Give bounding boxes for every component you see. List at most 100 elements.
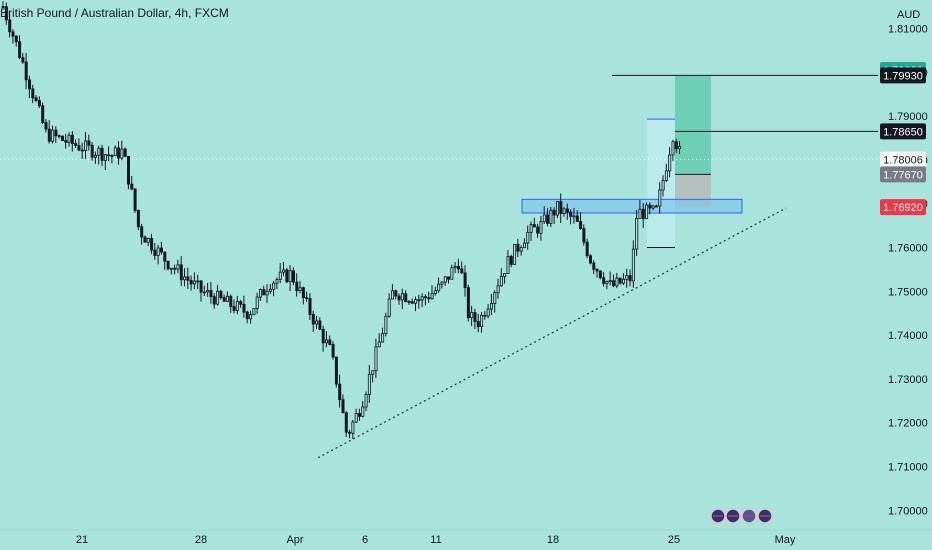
candle[interactable] [466, 284, 470, 322]
candle[interactable] [311, 310, 315, 333]
candle[interactable] [67, 132, 71, 147]
candle[interactable] [301, 286, 305, 305]
candle[interactable] [453, 262, 457, 273]
candle[interactable] [361, 401, 365, 418]
candle[interactable] [136, 209, 140, 231]
candle[interactable] [64, 133, 68, 149]
range-highlight[interactable] [647, 119, 675, 248]
candle[interactable] [338, 374, 342, 408]
candle[interactable] [225, 291, 229, 302]
candle[interactable] [585, 238, 589, 259]
candle[interactable] [447, 276, 451, 284]
candle[interactable] [397, 293, 401, 305]
candle[interactable] [456, 258, 460, 274]
candle[interactable] [592, 260, 596, 274]
candle[interactable] [255, 292, 259, 314]
candle[interactable] [496, 278, 500, 299]
candle[interactable] [529, 221, 533, 241]
profit-zone[interactable] [675, 75, 711, 175]
candle[interactable] [74, 139, 78, 149]
candle[interactable] [262, 285, 266, 296]
economic-events[interactable] [710, 508, 773, 524]
candle[interactable] [420, 293, 424, 308]
candle[interactable] [11, 29, 15, 44]
candle[interactable] [671, 139, 675, 161]
candle[interactable] [674, 138, 678, 153]
candle[interactable] [334, 356, 338, 388]
candle[interactable] [450, 264, 454, 280]
candle[interactable] [516, 238, 520, 257]
candle[interactable] [265, 284, 269, 304]
candle[interactable] [414, 296, 418, 312]
candle[interactable] [628, 269, 632, 287]
candle[interactable] [295, 273, 299, 297]
candle[interactable] [143, 235, 147, 243]
candle[interactable] [123, 147, 127, 157]
candle[interactable] [298, 280, 302, 294]
candle[interactable] [598, 270, 602, 280]
candle[interactable] [117, 141, 121, 165]
candle[interactable] [625, 268, 629, 288]
candle[interactable] [315, 315, 319, 330]
candle[interactable] [635, 209, 639, 257]
candle[interactable] [374, 338, 378, 378]
candle[interactable] [103, 153, 107, 170]
candle[interactable] [638, 199, 642, 219]
candle[interactable] [249, 310, 253, 324]
candle[interactable] [235, 295, 239, 315]
candle[interactable] [24, 52, 28, 90]
candle[interactable] [107, 146, 111, 162]
candle[interactable] [503, 273, 507, 284]
candle[interactable] [21, 52, 25, 64]
candle[interactable] [493, 290, 497, 313]
candle[interactable] [57, 134, 61, 139]
candle[interactable] [196, 274, 200, 290]
candle[interactable] [437, 277, 441, 293]
candle[interactable] [179, 256, 183, 287]
candle[interactable] [120, 140, 124, 161]
candle[interactable] [427, 291, 431, 303]
candle[interactable] [381, 327, 385, 343]
candle[interactable] [229, 294, 233, 313]
candle[interactable] [542, 206, 546, 224]
candle[interactable] [589, 254, 593, 265]
candle[interactable] [622, 273, 626, 286]
candle[interactable] [618, 277, 622, 285]
candle[interactable] [608, 271, 612, 286]
candle[interactable] [37, 96, 41, 108]
candle[interactable] [288, 265, 292, 292]
candle[interactable] [483, 310, 487, 320]
candle[interactable] [664, 163, 668, 182]
candle[interactable] [159, 241, 163, 255]
candle[interactable] [572, 207, 576, 224]
candle[interactable] [661, 175, 665, 197]
candle[interactable] [4, 2, 8, 25]
candle[interactable] [348, 429, 352, 439]
candle[interactable] [8, 11, 12, 38]
candle[interactable] [77, 138, 81, 152]
candle[interactable] [658, 182, 662, 214]
candle[interactable] [100, 144, 104, 167]
candle[interactable] [47, 120, 51, 144]
candle[interactable] [110, 154, 114, 164]
candle[interactable] [357, 408, 361, 421]
candle[interactable] [394, 289, 398, 300]
candle[interactable] [219, 289, 223, 300]
candle[interactable] [486, 304, 490, 319]
candle[interactable] [146, 237, 150, 247]
candle[interactable] [54, 126, 58, 144]
candle[interactable] [532, 217, 536, 228]
candle[interactable] [367, 365, 371, 403]
candle[interactable] [668, 147, 672, 178]
candle[interactable] [575, 210, 579, 222]
candle[interactable] [364, 391, 368, 412]
candle[interactable] [377, 333, 381, 348]
time-axis[interactable]: 21 28 Apr 6 11 18 25 May [76, 534, 796, 546]
candle[interactable] [318, 317, 322, 331]
candle[interactable] [278, 262, 282, 284]
candle[interactable] [291, 267, 295, 286]
candle[interactable] [31, 84, 35, 104]
candle[interactable] [476, 313, 480, 333]
candle[interactable] [127, 155, 131, 190]
